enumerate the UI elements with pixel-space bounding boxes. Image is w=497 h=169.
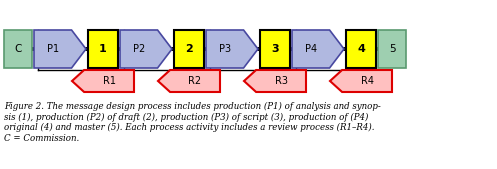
Text: R3: R3: [274, 76, 288, 86]
Polygon shape: [120, 30, 172, 68]
FancyBboxPatch shape: [88, 30, 118, 68]
FancyBboxPatch shape: [346, 30, 376, 68]
FancyBboxPatch shape: [4, 30, 32, 68]
Text: 2: 2: [185, 44, 193, 54]
Polygon shape: [292, 30, 344, 68]
Text: P4: P4: [305, 44, 317, 54]
Text: P1: P1: [47, 44, 59, 54]
Polygon shape: [206, 30, 258, 68]
Text: 4: 4: [357, 44, 365, 54]
Text: P2: P2: [133, 44, 145, 54]
Text: R1: R1: [102, 76, 115, 86]
Polygon shape: [34, 30, 86, 68]
FancyBboxPatch shape: [174, 30, 204, 68]
Text: 3: 3: [271, 44, 279, 54]
Polygon shape: [72, 70, 134, 92]
Text: P3: P3: [219, 44, 231, 54]
Text: R2: R2: [188, 76, 202, 86]
Polygon shape: [158, 70, 220, 92]
Text: R4: R4: [360, 76, 374, 86]
Text: Figure 2. The message design process includes production (P1) of analysis and sy: Figure 2. The message design process inc…: [4, 102, 381, 143]
FancyBboxPatch shape: [378, 30, 406, 68]
Polygon shape: [244, 70, 306, 92]
Text: 5: 5: [389, 44, 395, 54]
Polygon shape: [330, 70, 392, 92]
Text: C: C: [14, 44, 22, 54]
Text: 1: 1: [99, 44, 107, 54]
FancyBboxPatch shape: [260, 30, 290, 68]
